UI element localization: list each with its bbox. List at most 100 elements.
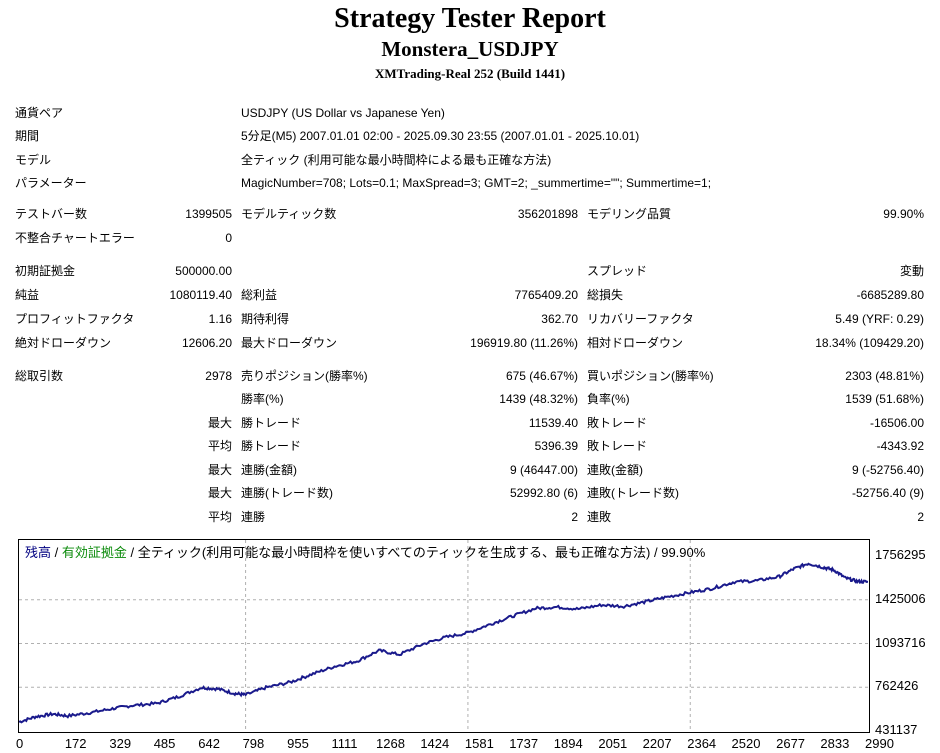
max-loss-trade-label: 敗トレード [587, 416, 648, 430]
params-value: MagicNumber=708; Lots=0.1; MaxSpread=3; … [241, 176, 712, 190]
avg-prefix: 平均 [207, 439, 232, 453]
avg-loss-trade-label: 敗トレード [587, 439, 648, 453]
max-prefix: 最大 [207, 486, 232, 500]
x-tick-label: 1737 [509, 736, 539, 751]
win-rate-label: 勝率(%) [241, 392, 284, 406]
x-tick-label: 2520 [731, 736, 761, 751]
cons-loss-amount-label: 連敗(金額) [587, 463, 643, 477]
balance-series-line [19, 562, 869, 724]
avg-win-trade-value: 5396.39 [534, 439, 578, 453]
report-build: XMTrading-Real 252 (Build 1441) [374, 66, 566, 81]
cons-loss-count-label: 連敗(トレード数) [587, 486, 679, 500]
cons-loss-count-value: -52756.40 (9) [851, 486, 924, 500]
mismatch-label: 不整合チャートエラー [15, 231, 135, 245]
x-tick-label: 2990 [865, 736, 894, 751]
cons-win-amount-value: 9 (46447.00) [509, 463, 578, 477]
period-value: 5分足(M5) 2007.01.01 02:00 - 2025.09.30 23… [241, 129, 640, 143]
mismatch-value: 0 [225, 231, 232, 245]
max-prefix: 最大 [207, 416, 232, 430]
info-row-model: モデル 全ティック (利用可能な最小時間枠による最も正確な方法) [0, 150, 940, 170]
stats-row-pf: プロフィットファクタ 1.16 期待利得 362.70 リカバリーファクタ 5.… [0, 309, 940, 329]
cons-win-count-label: 連勝(トレード数) [241, 486, 333, 500]
stats-row-winrate: 勝率(%) 1439 (48.32%) 負率(%) 1539 (51.68%) [0, 389, 940, 409]
ticks-label: モデルティック数 [241, 207, 337, 221]
stats-row-max-trade: 最大 勝トレード 11539.40 敗トレード -16506.00 [0, 413, 940, 433]
x-tick-label: 2364 [687, 736, 717, 751]
gross-loss-value: -6685289.80 [856, 288, 924, 302]
max-win-trade-label: 勝トレード [241, 416, 302, 430]
avg-win-trade-label: 勝トレード [241, 439, 302, 453]
bars-value: 1399505 [185, 207, 232, 221]
report-subtitle: Monstera_USDJPY [381, 37, 559, 61]
pair-label: 通貨ペア [15, 106, 64, 120]
total-trades-value: 2978 [205, 369, 232, 383]
long-positions-value: 2303 (48.81%) [845, 369, 924, 383]
x-tick-label: 1111 [331, 736, 358, 751]
spread-label: スプレッド [587, 264, 648, 278]
gross-profit-label: 総利益 [241, 288, 278, 302]
expected-payoff-label: 期待利得 [241, 312, 290, 326]
cons-win-count-value: 52992.80 (6) [509, 486, 578, 500]
x-tick-label: 0 [16, 736, 24, 751]
rel-drawdown-label: 相対ドローダウン [587, 336, 684, 350]
model-label: モデル [15, 153, 52, 167]
stats-row-cons-amount: 最大 連勝(金額) 9 (46447.00) 連敗(金額) 9 (-52756.… [0, 460, 940, 480]
stats-row-mismatch: 不整合チャートエラー 0 [0, 228, 940, 248]
y-tick-label: 1093716 [875, 634, 926, 650]
x-tick-label: 2677 [776, 736, 806, 751]
abs-drawdown-value: 12606.20 [181, 336, 232, 350]
info-row-pair: 通貨ペア USDJPY (US Dollar vs Japanese Yen) [0, 103, 940, 123]
stats-row-net: 純益 1080119.40 総利益 7765409.20 総損失 -668528… [0, 285, 940, 305]
x-tick-label: 485 [153, 736, 176, 751]
recovery-factor-label: リカバリーファクタ [587, 312, 694, 326]
max-loss-trade-value: -16506.00 [869, 416, 924, 430]
x-tick-label: 2833 [820, 736, 850, 751]
y-tick-label: 1756295 [875, 547, 926, 562]
legend-model-text: / 全ティック(利用可能な最小時間枠を使いすべてのティックを生成する、最も正確な… [126, 545, 706, 560]
chart-legend: 残高 / 有効証拠金 / 全ティック(利用可能な最小時間枠を使いすべてのティック… [25, 542, 705, 561]
model-value: 全ティック (利用可能な最小時間枠による最も正確な方法) [241, 153, 552, 167]
gross-profit-value: 7765409.20 [514, 288, 578, 302]
loss-rate-label: 負率(%) [587, 392, 630, 406]
stats-row-trades: 総取引数 2978 売りポジション(勝率%) 675 (46.67%) 買いポジ… [0, 366, 940, 386]
ticks-value: 356201898 [517, 207, 578, 221]
avg-loss-trade-value: -4343.92 [876, 439, 924, 453]
stats-row-avg-cons: 平均 連勝 2 連敗 2 [0, 507, 940, 527]
quality-label: モデリング品質 [587, 207, 672, 221]
chart-plot-area: 残高 / 有効証拠金 / 全ティック(利用可能な最小時間枠を使いすべてのティック… [18, 539, 870, 733]
x-tick-label: 2051 [598, 736, 628, 751]
loss-rate-value: 1539 (51.68%) [845, 392, 924, 406]
deposit-value: 500000.00 [175, 264, 232, 278]
stats-row-drawdown: 絶対ドローダウン 12606.20 最大ドローダウン 196919.80 (11… [0, 333, 940, 353]
avg-cons-win-label: 連勝 [241, 510, 266, 524]
avg-prefix: 平均 [207, 510, 232, 524]
x-tick-label: 798 [242, 736, 265, 751]
short-positions-label: 売りポジション(勝率%) [241, 369, 368, 383]
quality-value: 99.90% [883, 207, 924, 221]
cons-loss-amount-value: 9 (-52756.40) [851, 463, 924, 477]
net-profit-label: 純益 [15, 288, 40, 302]
stats-row-bars: テストバー数 1399505 モデルティック数 356201898 モデリング品… [0, 204, 940, 224]
recovery-factor-value: 5.49 (YRF: 0.29) [835, 312, 924, 326]
abs-drawdown-label: 絶対ドローダウン [15, 336, 112, 350]
avg-cons-win-value: 2 [571, 510, 578, 524]
legend-balance: 残高 [25, 545, 52, 560]
chart-svg [19, 540, 869, 732]
report-title: Strategy Tester Report [334, 3, 606, 34]
cons-win-amount-label: 連勝(金額) [241, 463, 297, 477]
balance-chart: 残高 / 有効証拠金 / 全ティック(利用可能な最小時間枠を使いすべてのティック… [15, 536, 926, 753]
profit-factor-label: プロフィットファクタ [15, 312, 135, 326]
stats-row-cons-count: 最大 連勝(トレード数) 52992.80 (6) 連敗(トレード数) -527… [0, 483, 940, 503]
bars-label: テストバー数 [15, 207, 88, 221]
total-trades-label: 総取引数 [15, 369, 64, 383]
avg-cons-loss-value: 2 [917, 510, 924, 524]
pair-value: USDJPY (US Dollar vs Japanese Yen) [241, 106, 445, 120]
x-tick-label: 329 [109, 736, 132, 751]
stats-row-deposit: 初期証拠金 500000.00 スプレッド 変動 [0, 261, 940, 281]
x-tick-label: 2207 [642, 736, 672, 751]
profit-factor-value: 1.16 [208, 312, 232, 326]
y-tick-label: 1425006 [875, 590, 926, 606]
params-label: パラメーター [15, 176, 87, 190]
expected-payoff-value: 362.70 [541, 312, 578, 326]
x-tick-label: 172 [64, 736, 87, 751]
